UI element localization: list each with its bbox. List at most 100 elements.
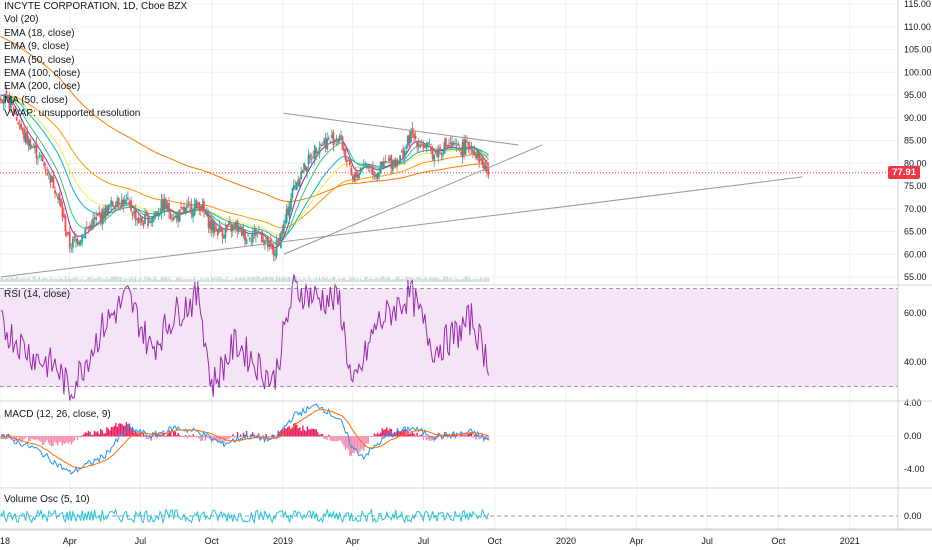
macd-histogram-bar (84, 432, 86, 437)
legend-ema50: EMA (50, close) (4, 54, 75, 66)
macd-tick-label: 4.00 (904, 398, 922, 408)
volume-bar (297, 279, 299, 282)
price-tick-label: 90.00 (904, 113, 927, 123)
volume-bar (255, 278, 257, 282)
candle-body (237, 225, 240, 233)
candle-body (461, 142, 464, 158)
candle-body (221, 229, 224, 238)
price-tick-label: 105.00 (904, 45, 932, 55)
macd-histogram-bar (29, 436, 31, 441)
candle-body (487, 168, 490, 175)
macd-histogram-bar (457, 436, 459, 437)
volume-bar (472, 278, 474, 282)
candle-body (11, 101, 14, 105)
macd-histogram-bar (464, 435, 467, 437)
candle-body (327, 137, 330, 140)
candle-body (334, 139, 336, 143)
candle-body (448, 144, 450, 147)
volume-bar (249, 277, 251, 282)
macd-histogram-bar (121, 423, 123, 437)
volume-bar (220, 277, 222, 282)
candle-body (160, 200, 163, 214)
volume-bar (421, 278, 423, 282)
macd-histogram-bar (461, 435, 464, 437)
macd-histogram-bar (297, 428, 300, 437)
macd-histogram-bar (326, 436, 328, 440)
macd-histogram-bar (72, 436, 74, 443)
candle-body (256, 232, 259, 234)
candle-body (261, 231, 263, 243)
macd-histogram-bar (355, 436, 357, 451)
volume-bar (119, 277, 121, 282)
macd-histogram-bar (0, 436, 2, 437)
volume-bar (395, 277, 397, 282)
candle-body (70, 247, 73, 249)
candle-body (408, 134, 411, 146)
volume-bar (402, 278, 404, 282)
volume-bar (169, 279, 172, 282)
volume-bar (346, 279, 348, 282)
candle-body (21, 128, 24, 130)
volume-bar (353, 276, 355, 282)
candle-body (370, 167, 373, 169)
macd-histogram-bar (232, 434, 234, 437)
ema100-line (0, 94, 489, 229)
candle-body (139, 218, 142, 221)
volume-bar (446, 276, 448, 282)
candle-body (294, 186, 297, 188)
candle-body (400, 151, 403, 153)
volume-bar (174, 279, 176, 282)
macd-histogram-bar (417, 436, 420, 438)
macd-histogram-bar (315, 429, 318, 437)
macd-histogram-bar (425, 436, 428, 441)
candle-body (309, 155, 312, 158)
volume-bar (70, 279, 72, 282)
volume-bar (401, 278, 403, 282)
volume-bar (32, 276, 34, 282)
candle-body (61, 206, 64, 218)
macd-histogram-bar (362, 436, 365, 452)
macd-histogram-bar (142, 433, 145, 437)
macd-histogram-bar (364, 436, 366, 448)
macd-histogram-bar (254, 435, 257, 437)
candle-body (457, 143, 460, 146)
candle-body (177, 213, 180, 222)
macd-histogram-bar (242, 432, 245, 437)
volume-bar (89, 277, 91, 282)
macd-histogram-bar (24, 436, 27, 439)
volume-bar (141, 278, 143, 282)
candle-body (248, 237, 251, 240)
macd-histogram-bar (324, 436, 327, 440)
candle-body (263, 240, 266, 245)
volume-bar (223, 278, 225, 282)
volume-bar (92, 278, 94, 282)
candle-body (359, 168, 362, 173)
volume-bar (271, 276, 273, 282)
volume-bar (221, 278, 224, 282)
macd-histogram-bar (27, 436, 30, 441)
candle-body (30, 146, 33, 149)
candle-body (365, 165, 368, 167)
candle-body (78, 242, 80, 245)
candle-body (172, 217, 175, 221)
macd-histogram-bar (9, 435, 11, 437)
macd-histogram-bar (445, 433, 447, 437)
macd-histogram-bar (356, 436, 359, 452)
macd-histogram-bar (472, 436, 474, 438)
macd-histogram-bar (239, 434, 242, 437)
macd-histogram-bar (197, 436, 199, 438)
candle-body (467, 142, 470, 149)
macd-histogram-bar (233, 436, 236, 438)
macd-histogram-bar (375, 434, 377, 437)
candle-body (272, 246, 275, 256)
candle-body (391, 160, 394, 171)
volume-bar (26, 277, 28, 282)
time-tick-label: Jul (135, 536, 147, 546)
candle-body (245, 239, 248, 244)
volume-bar (147, 276, 149, 282)
candle-body (433, 154, 436, 162)
volume-bar (390, 279, 392, 282)
candle-body (212, 221, 215, 234)
volume-bar (475, 278, 477, 282)
